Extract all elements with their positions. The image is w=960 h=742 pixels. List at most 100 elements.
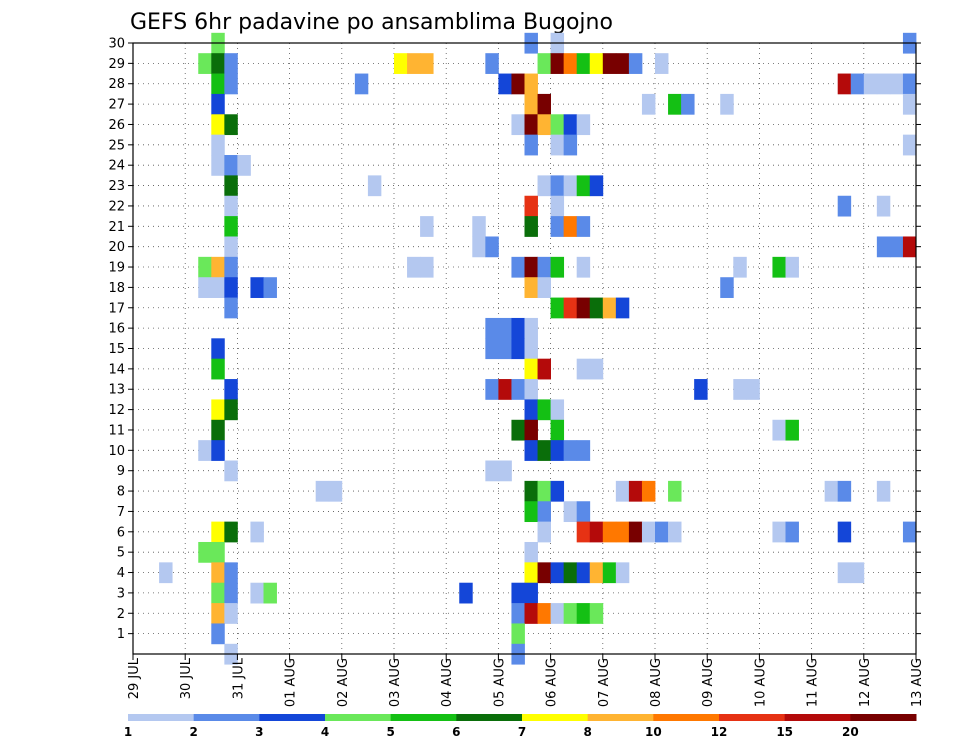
heatmap-cell <box>524 379 538 400</box>
heatmap-cell <box>837 195 852 217</box>
heatmap-cell <box>211 338 225 360</box>
heatmap-cell <box>615 297 630 319</box>
y-tick-label: 6 <box>117 525 125 540</box>
heatmap-cell <box>524 480 538 502</box>
x-tick-label: 01 AUG <box>284 658 299 707</box>
heatmap-cell <box>198 541 212 563</box>
colorbar-segment <box>522 714 589 721</box>
y-tick-label: 11 <box>108 423 125 438</box>
heatmap-cell <box>863 73 878 95</box>
heatmap-cell <box>589 521 604 543</box>
heatmap-cell <box>511 379 525 400</box>
heatmap-cell <box>733 379 747 400</box>
heatmap-cell <box>550 216 565 237</box>
heatmap-cell <box>772 521 786 543</box>
heatmap-cell <box>224 399 238 421</box>
heatmap-cell <box>367 175 382 197</box>
heatmap-cell <box>224 582 238 604</box>
heatmap-cell <box>224 53 238 74</box>
heatmap-cell <box>641 93 656 115</box>
x-tick-label: 10 AUG <box>753 658 768 707</box>
heatmap-cell <box>537 277 551 298</box>
heatmap-cell <box>224 114 238 136</box>
heatmap-cell <box>315 480 330 502</box>
heatmap-cell <box>524 256 538 278</box>
x-tick-label: 31 JUL <box>231 657 246 699</box>
heatmap-cell <box>537 175 551 197</box>
heatmap-cell <box>459 582 473 604</box>
heatmap-cell <box>511 317 525 339</box>
heatmap-cell <box>211 603 225 624</box>
heatmap-cell <box>524 541 538 563</box>
heatmap-cell <box>681 93 695 115</box>
heatmap-cell <box>589 358 604 380</box>
heatmap-cell <box>576 603 591 624</box>
heatmap-cell <box>159 562 173 584</box>
colorbar-segment <box>456 714 523 721</box>
y-tick-label: 23 <box>108 179 125 194</box>
heatmap-cell <box>524 93 538 115</box>
heatmap-cell <box>876 195 891 217</box>
heatmap-cell <box>420 256 434 278</box>
y-tick-label: 9 <box>117 464 125 479</box>
heatmap-cell <box>472 236 486 258</box>
heatmap-cell <box>550 297 565 319</box>
y-tick-label: 7 <box>117 505 125 520</box>
heatmap-cell <box>420 216 434 237</box>
heatmap-cell <box>655 521 669 543</box>
heatmap-cell <box>511 419 525 441</box>
x-tick-label: 05 AUG <box>492 658 507 707</box>
heatmap-cell <box>224 195 238 217</box>
heatmap-cell <box>576 256 591 278</box>
y-tick-label: 16 <box>108 322 125 337</box>
x-tick-label: 03 AUG <box>388 658 403 707</box>
heatmap-cell <box>720 93 734 115</box>
heatmap-cell <box>785 256 799 278</box>
heatmap-cell <box>524 603 538 624</box>
heatmap-cell <box>211 277 225 298</box>
heatmap-cell <box>485 338 499 360</box>
y-axis: 1234567891011121314151617181920212223242… <box>108 37 921 642</box>
heatmap-cell <box>837 521 852 543</box>
heatmap-cell <box>576 501 591 523</box>
heatmap-cell <box>198 277 212 298</box>
heatmap-cell <box>224 603 238 624</box>
heatmap-cell <box>524 317 538 339</box>
heatmap-cell <box>211 134 225 156</box>
heatmap-cell <box>563 297 578 319</box>
y-tick-label: 1 <box>117 627 125 642</box>
x-tick-label: 11 AUG <box>806 658 821 707</box>
heatmap-cell <box>655 53 669 74</box>
heatmap-cell <box>550 195 565 217</box>
heatmap-cell <box>524 134 538 156</box>
heatmap-cell <box>524 114 538 136</box>
colorbar-segment <box>259 714 326 721</box>
heatmap-cell <box>876 480 891 502</box>
heatmap-cell <box>211 93 225 115</box>
heatmap-cell <box>589 175 604 197</box>
heatmap-cell <box>694 379 708 400</box>
heatmap-cell <box>524 358 538 380</box>
colorbar-segment <box>325 714 392 721</box>
heatmap-cell <box>550 480 565 502</box>
heatmap-cell <box>224 175 238 197</box>
heatmap-cell <box>237 155 251 176</box>
heatmap-cell <box>211 358 225 380</box>
heatmap-cell <box>211 562 225 584</box>
heatmap-cell <box>263 582 277 604</box>
heatmap-cell <box>537 562 551 584</box>
heatmap-cell <box>224 277 238 298</box>
heatmap-cell <box>524 419 538 441</box>
heatmap-cell <box>589 603 604 624</box>
colorbar-label: 2 <box>189 725 197 739</box>
heatmap-cell <box>537 480 551 502</box>
heatmap-cell <box>198 256 212 278</box>
heatmap-cell <box>211 440 225 461</box>
heatmap-cell <box>537 114 551 136</box>
heatmap-cell <box>250 582 264 604</box>
y-tick-label: 20 <box>108 240 125 255</box>
heatmap-cell <box>224 256 238 278</box>
heatmap-cell <box>537 53 551 74</box>
heatmap-cell <box>224 562 238 584</box>
heatmap-cell <box>615 480 630 502</box>
